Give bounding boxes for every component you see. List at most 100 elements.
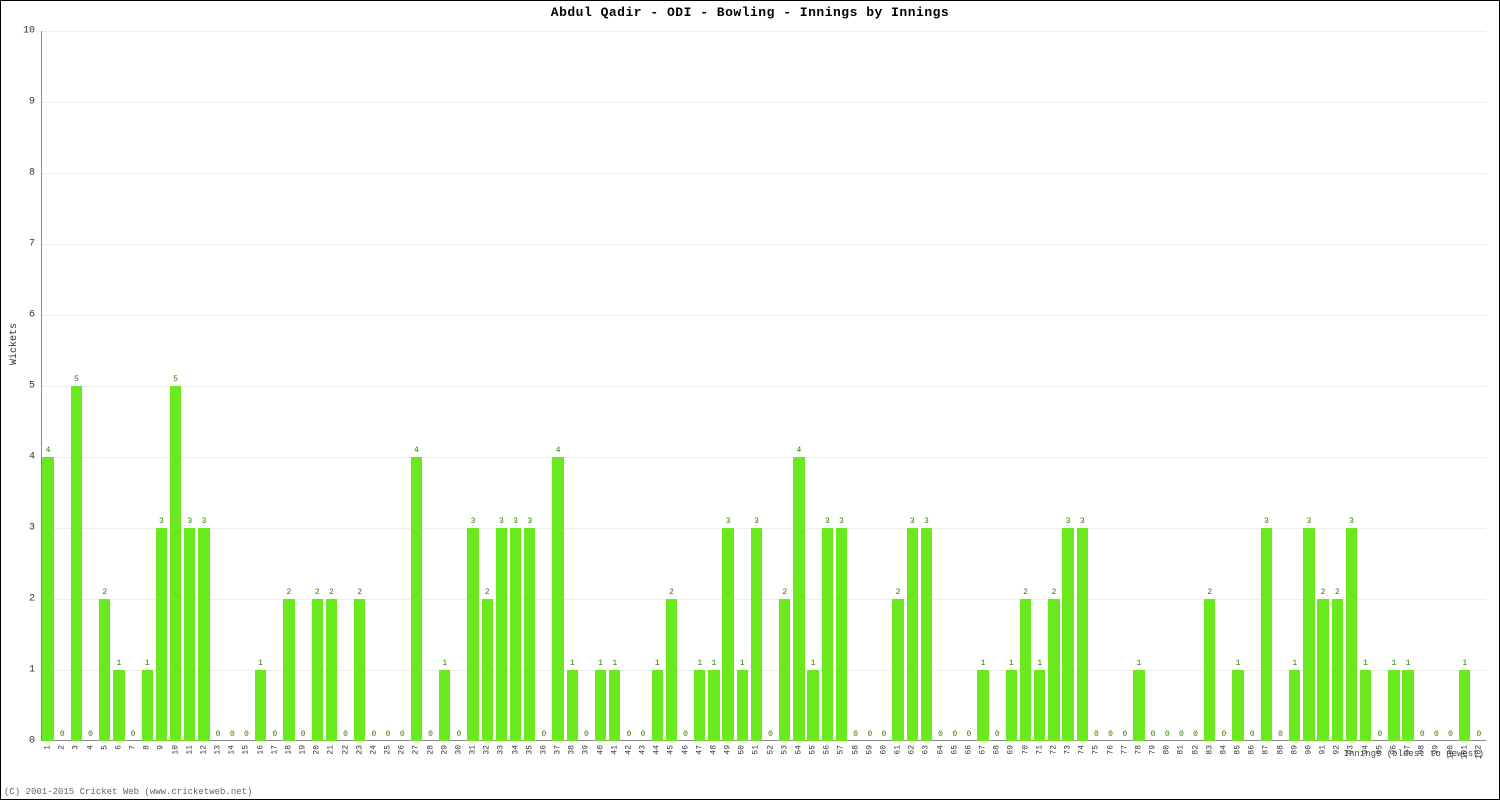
x-tick: 23 — [355, 745, 364, 755]
bar: 1 — [1459, 670, 1470, 741]
x-tick: 34 — [511, 745, 520, 755]
bar-value-label: 3 — [1080, 517, 1085, 526]
bar-slot: 025 — [381, 31, 395, 741]
bar-slot: 261 — [891, 31, 905, 741]
x-tick: 13 — [214, 745, 223, 755]
plot-region: 012345678910 410253042516071839510311312… — [41, 31, 1486, 741]
bar-value-label: 4 — [796, 446, 801, 455]
chart-frame: Abdul Qadir - ODI - Bowling - Innings by… — [0, 0, 1500, 800]
bar-value-label: 0 — [1476, 730, 1481, 739]
bar: 4 — [42, 457, 53, 741]
bar-slot: 0100 — [1444, 31, 1458, 741]
x-tick: 10 — [171, 745, 180, 755]
bar-slot: 042 — [622, 31, 636, 741]
bar-slot: 013 — [211, 31, 225, 741]
bar-value-label: 3 — [201, 517, 206, 526]
bar-value-label: 3 — [910, 517, 915, 526]
bar-value-label: 1 — [655, 659, 660, 668]
x-tick: 74 — [1078, 745, 1087, 755]
bar-slot: 079 — [1146, 31, 1160, 741]
bar-value-label: 0 — [428, 730, 433, 739]
bar: 3 — [1303, 528, 1314, 741]
y-tick: 4 — [29, 452, 35, 463]
bar-slot: 232 — [480, 31, 494, 741]
x-tick: 58 — [851, 745, 860, 755]
bar-value-label: 1 — [570, 659, 575, 668]
bar-value-label: 1 — [740, 659, 745, 668]
bar: 1 — [567, 670, 578, 741]
bar-value-label: 1 — [697, 659, 702, 668]
bar-slot: 272 — [1047, 31, 1061, 741]
y-tick: 7 — [29, 239, 35, 250]
bar-value-label: 2 — [485, 588, 490, 597]
bar-slot: 218 — [282, 31, 296, 741]
bar-value-label: 2 — [1051, 588, 1056, 597]
bar-slot: 036 — [537, 31, 551, 741]
bar-slot: 292 — [1330, 31, 1344, 741]
bar-value-label: 3 — [825, 517, 830, 526]
copyright-text: (C) 2001-2015 Cricket Web (www.cricketwe… — [4, 787, 252, 797]
bar: 2 — [1048, 599, 1059, 741]
bar: 3 — [822, 528, 833, 741]
x-tick: 16 — [256, 745, 265, 755]
bar-slot: 41 — [41, 31, 55, 741]
x-tick: 37 — [554, 745, 563, 755]
bar: 3 — [836, 528, 847, 741]
bar-value-label: 1 — [811, 659, 816, 668]
bar: 4 — [552, 457, 563, 741]
bar-value-label: 2 — [1023, 588, 1028, 597]
bar-slot: 335 — [523, 31, 537, 741]
bar-slot: 081 — [1174, 31, 1188, 741]
bar-value-label: 0 — [343, 730, 348, 739]
bar-value-label: 0 — [88, 730, 93, 739]
bar-slot: 088 — [1274, 31, 1288, 741]
bar-slot: 022 — [339, 31, 353, 741]
bar-value-label: 0 — [853, 730, 858, 739]
bar-slot: 060 — [877, 31, 891, 741]
x-tick: 33 — [497, 745, 506, 755]
x-tick: 55 — [809, 745, 818, 755]
x-tick: 5 — [100, 745, 109, 750]
bar-value-label: 0 — [386, 730, 391, 739]
bar-value-label: 1 — [1009, 659, 1014, 668]
bar-slot: 331 — [466, 31, 480, 741]
bar-value-label: 0 — [584, 730, 589, 739]
bar-slot: 197 — [1401, 31, 1415, 741]
bar-value-label: 3 — [839, 517, 844, 526]
bar-value-label: 0 — [131, 730, 136, 739]
y-tick: 8 — [29, 168, 35, 179]
x-tick: 3 — [72, 745, 81, 750]
bar-slot: 129 — [438, 31, 452, 741]
bar-value-label: 1 — [1462, 659, 1467, 668]
bar: 3 — [467, 528, 478, 741]
bar-value-label: 0 — [371, 730, 376, 739]
bar-slot: 510 — [169, 31, 183, 741]
bar-value-label: 1 — [598, 659, 603, 668]
x-tick: 89 — [1290, 745, 1299, 755]
bar-value-label: 3 — [499, 517, 504, 526]
bar-value-label: 5 — [74, 375, 79, 384]
bar-slot: 015 — [239, 31, 253, 741]
bar-value-label: 0 — [641, 730, 646, 739]
x-tick: 35 — [525, 745, 534, 755]
chart-area: Wickets 012345678910 4102530425160718395… — [41, 31, 1486, 741]
bar-value-label: 1 — [1236, 659, 1241, 668]
bar-slot: 084 — [1217, 31, 1231, 741]
bar-slot: 178 — [1132, 31, 1146, 741]
bar-value-label: 3 — [187, 517, 192, 526]
x-tick: 45 — [667, 745, 676, 755]
bar-slot: 141 — [608, 31, 622, 741]
x-tick: 44 — [653, 745, 662, 755]
bar-slot: 245 — [664, 31, 678, 741]
bar-slot: 283 — [1203, 31, 1217, 741]
bars-container: 4102530425160718395103113120130140151160… — [41, 31, 1486, 741]
bar-slot: 356 — [820, 31, 834, 741]
bar: 1 — [1232, 670, 1243, 741]
bar-slot: 194 — [1359, 31, 1373, 741]
bar-slot: 052 — [764, 31, 778, 741]
bar: 3 — [198, 528, 209, 741]
x-tick: 22 — [341, 745, 350, 755]
bar-slot: 030 — [452, 31, 466, 741]
x-tick: 38 — [568, 745, 577, 755]
bar-value-label: 1 — [1391, 659, 1396, 668]
